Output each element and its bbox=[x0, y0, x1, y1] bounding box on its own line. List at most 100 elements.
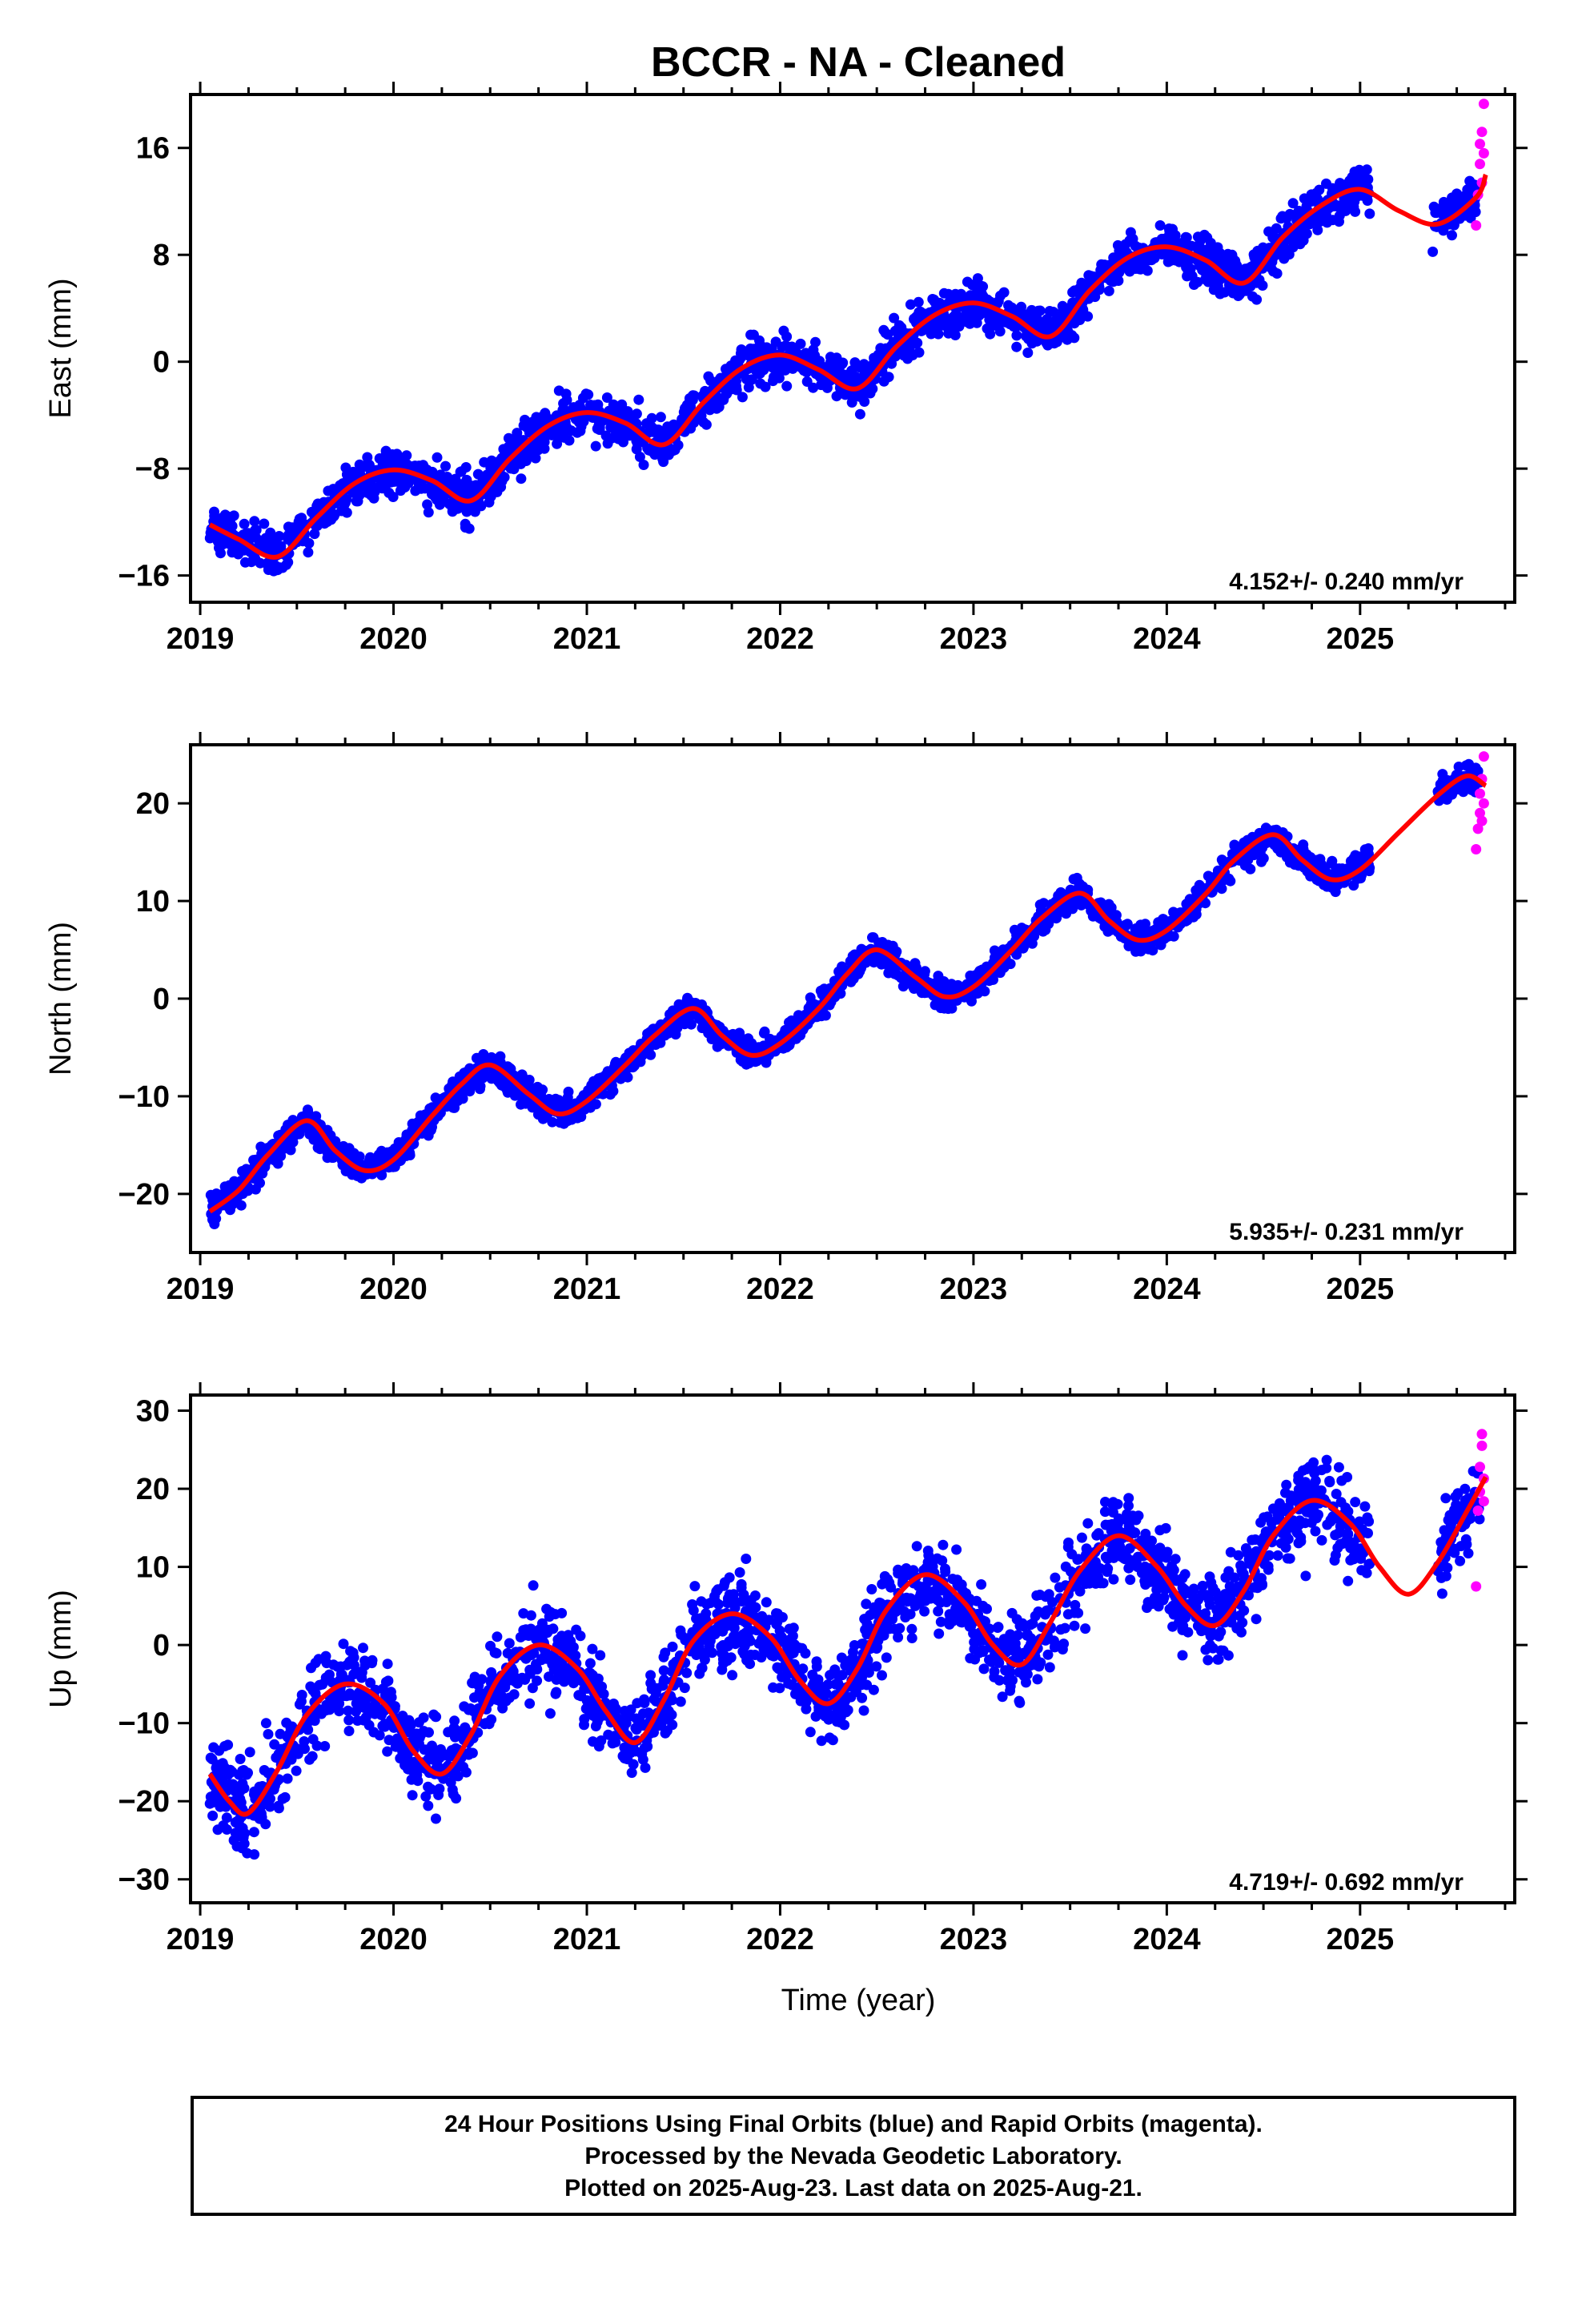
final-orbit-point bbox=[1105, 275, 1116, 287]
final-orbit-point bbox=[1249, 251, 1260, 263]
final-orbit-point bbox=[1163, 223, 1174, 234]
final-orbit-point bbox=[460, 518, 471, 529]
final-orbit-point bbox=[929, 294, 940, 305]
final-orbit-point bbox=[535, 1086, 546, 1097]
rapid-orbit-point bbox=[1476, 127, 1488, 138]
final-orbit-point bbox=[814, 356, 825, 367]
final-orbit-point bbox=[271, 561, 282, 572]
final-orbit-point bbox=[235, 1754, 246, 1764]
final-orbit-point bbox=[745, 1043, 757, 1055]
y-axis-label: East (mm) bbox=[44, 278, 78, 418]
y-axis-label: North (mm) bbox=[44, 922, 78, 1076]
final-orbit-point bbox=[423, 507, 434, 518]
final-orbit-point bbox=[571, 1624, 582, 1635]
final-orbit-point bbox=[230, 1786, 241, 1797]
figure-title: BCCR - NA - Cleaned bbox=[651, 39, 1066, 86]
final-orbit-point bbox=[737, 1056, 748, 1067]
final-orbit-point bbox=[432, 452, 443, 463]
final-orbit-point bbox=[1202, 232, 1213, 243]
final-orbit-point bbox=[215, 1801, 226, 1812]
final-orbit-point bbox=[307, 1131, 319, 1142]
x-tick-label: 2020 bbox=[359, 1273, 428, 1306]
final-orbit-point bbox=[268, 1784, 279, 1795]
rapid-orbit-point bbox=[1471, 220, 1482, 231]
final-orbit-point bbox=[1306, 189, 1317, 200]
final-orbit-point bbox=[369, 486, 380, 497]
final-orbit-point bbox=[837, 961, 848, 972]
y-tick-label: 8 bbox=[153, 239, 170, 272]
final-orbit-point bbox=[207, 1214, 219, 1225]
final-orbit-point bbox=[407, 1118, 418, 1129]
final-orbit-point bbox=[368, 1727, 379, 1738]
final-orbit-point bbox=[559, 426, 570, 437]
final-orbit-point bbox=[1103, 285, 1114, 296]
final-orbit-point bbox=[537, 1113, 548, 1124]
final-orbit-point bbox=[303, 547, 314, 558]
final-orbit-point bbox=[602, 438, 613, 449]
plot-frame bbox=[189, 93, 1516, 604]
final-orbit-point bbox=[238, 1765, 249, 1775]
final-orbit-point bbox=[604, 1089, 616, 1100]
rapid-orbit-point bbox=[1475, 139, 1485, 150]
final-orbit-point bbox=[230, 1827, 241, 1839]
final-orbit-point bbox=[734, 1567, 745, 1578]
final-orbit-point bbox=[893, 320, 905, 331]
final-orbit-point bbox=[1188, 279, 1199, 290]
final-orbit-point bbox=[299, 1736, 310, 1747]
final-orbit-point bbox=[377, 1720, 388, 1731]
final-orbit-point bbox=[1210, 247, 1221, 258]
final-orbit-point bbox=[431, 486, 442, 497]
x-tick-label: 2019 bbox=[167, 1273, 235, 1306]
final-orbit-point bbox=[397, 1711, 408, 1722]
final-orbit-point bbox=[422, 499, 433, 510]
final-orbit-point bbox=[484, 497, 495, 508]
final-orbit-point bbox=[475, 1080, 486, 1092]
y-tick-label: 0 bbox=[153, 346, 170, 380]
final-orbit-point bbox=[341, 507, 352, 518]
final-orbit-point bbox=[1344, 175, 1355, 187]
model-fit-line bbox=[208, 773, 1488, 1214]
final-orbit-point bbox=[805, 992, 816, 1003]
final-orbit-point bbox=[743, 382, 754, 393]
final-orbit-point bbox=[485, 1640, 496, 1651]
final-orbit-point bbox=[1112, 239, 1123, 251]
y-tick-label: −8 bbox=[135, 452, 170, 486]
final-orbit-point bbox=[610, 430, 621, 440]
final-orbit-point bbox=[519, 1630, 530, 1641]
final-orbit-point bbox=[249, 516, 260, 527]
final-orbit-point bbox=[741, 373, 752, 384]
final-orbit-point bbox=[551, 1687, 562, 1698]
final-orbit-point bbox=[1174, 238, 1186, 249]
final-orbit-point bbox=[761, 342, 773, 353]
model-fit-line bbox=[208, 173, 1488, 560]
final-orbit-point bbox=[260, 1718, 271, 1729]
final-orbit-point bbox=[1464, 175, 1476, 187]
final-orbit-point bbox=[338, 1638, 349, 1650]
final-orbit-point bbox=[1345, 855, 1356, 866]
rapid-orbit-point bbox=[1478, 99, 1489, 110]
final-orbit-point bbox=[854, 408, 865, 420]
x-tick-label: 2020 bbox=[359, 622, 428, 656]
final-orbit-point bbox=[1074, 879, 1085, 889]
final-orbit-point bbox=[239, 1783, 250, 1794]
final-orbit-point bbox=[943, 328, 954, 339]
final-orbit-point bbox=[1034, 899, 1046, 911]
final-orbit-point bbox=[1464, 758, 1475, 770]
final-orbit-point bbox=[358, 1642, 368, 1654]
plot-frame bbox=[189, 743, 1516, 1254]
final-orbit-point bbox=[223, 1739, 234, 1751]
final-orbit-point bbox=[1099, 921, 1110, 932]
final-orbit-point bbox=[261, 1799, 272, 1810]
velocity-rate-label: 5.935+/- 0.231 mm/yr bbox=[1229, 1219, 1464, 1245]
x-tick-label: 2023 bbox=[940, 1273, 1008, 1306]
y-tick-label: −20 bbox=[118, 1178, 170, 1212]
final-orbit-point bbox=[501, 1080, 512, 1091]
final-orbit-point bbox=[221, 1184, 231, 1194]
final-orbit-point bbox=[985, 328, 996, 340]
final-orbit-point bbox=[356, 1667, 367, 1678]
final-orbit-point bbox=[1062, 334, 1073, 345]
final-orbit-point bbox=[1352, 167, 1363, 179]
final-orbit-point bbox=[478, 1049, 489, 1059]
final-orbit-point bbox=[1355, 873, 1366, 884]
final-orbit-point bbox=[1359, 844, 1371, 855]
